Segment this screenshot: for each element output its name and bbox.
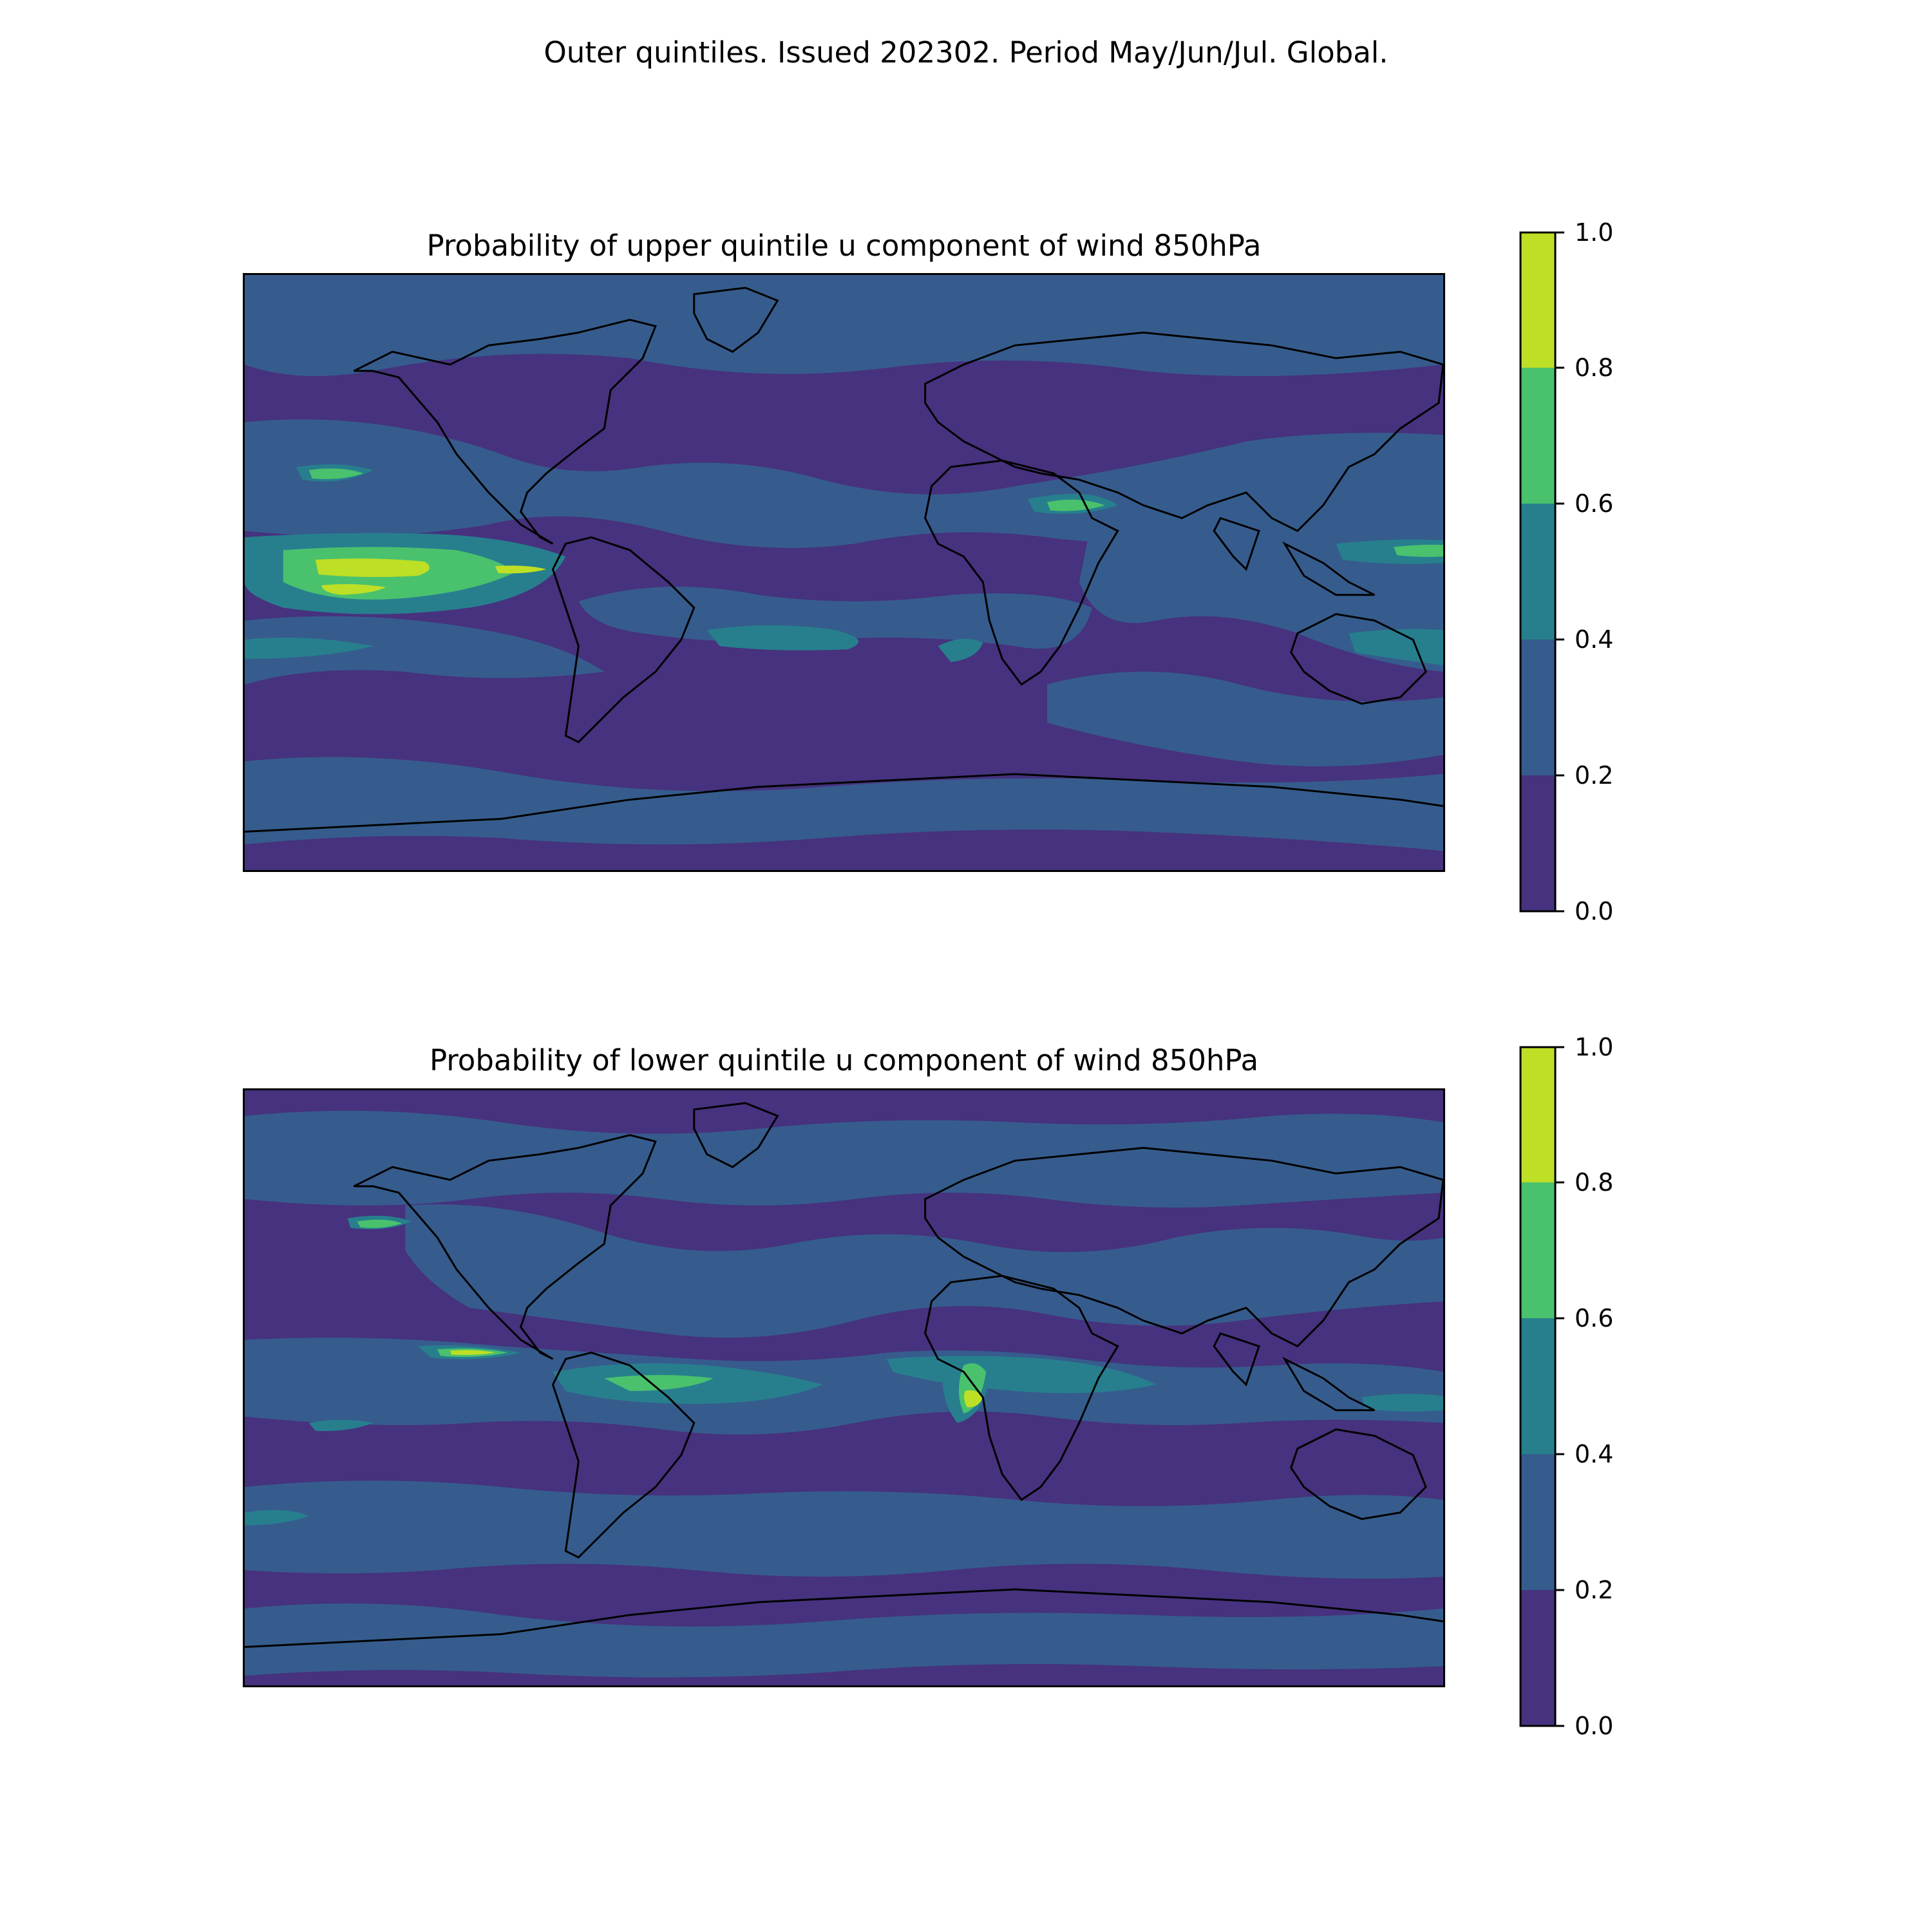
lower-patch-s-pacific	[245, 1510, 309, 1526]
lower-cbar-segment-0	[1520, 1590, 1555, 1726]
lower-cbar-tick-0.4: 0.4	[1575, 1440, 1614, 1468]
lower-band-antarctic	[245, 1603, 1443, 1678]
lower-band-s-mid	[245, 1481, 1443, 1579]
upper-band-arctic	[245, 275, 1443, 376]
upper-cbar-segment-2	[1520, 504, 1555, 639]
upper-cbar-segment-1	[1520, 639, 1555, 775]
lower-cbar-tick-0.0: 0.0	[1575, 1712, 1614, 1740]
upper-patch-s-atlantic	[706, 625, 858, 650]
upper-cbar-segment-4	[1520, 232, 1555, 368]
upper-coast-africa	[924, 459, 1119, 686]
lower-patch-pacific-max	[450, 1350, 495, 1355]
lower-patch-atlantic-green	[604, 1375, 714, 1391]
upper-coast-maritime	[1282, 541, 1376, 596]
lower-coast-africa	[924, 1274, 1119, 1501]
lower-patch-w-pacific	[1361, 1394, 1443, 1412]
upper-patch-ne-pacific-green	[308, 468, 364, 479]
upper-coast-india	[1213, 516, 1260, 571]
upper-cbar-tick-0.2: 0.2	[1575, 761, 1614, 790]
upper-cbar-tick-0.4: 0.4	[1575, 625, 1614, 654]
upper-coast-north-america	[353, 319, 657, 545]
lower-band-arctic	[245, 1110, 1443, 1208]
lower-colorbar-svg	[1519, 1046, 1564, 1727]
upper-patch-w-pacific-green	[1394, 544, 1443, 557]
lower-patch-s-pacific-mid	[308, 1419, 374, 1432]
upper-colorbar	[1519, 231, 1564, 913]
upper-cbar-segment-3	[1520, 368, 1555, 504]
lower-cbar-segment-4	[1520, 1047, 1555, 1182]
upper-band-tropical-east	[1079, 492, 1443, 672]
lower-panel-title: Probability of lower quintile u componen…	[429, 1043, 1259, 1077]
lower-band-tropical	[245, 1338, 1443, 1435]
upper-coast-australia	[1290, 613, 1427, 705]
upper-band-s-atlantic	[578, 587, 1092, 649]
lower-coast-australia	[1290, 1428, 1427, 1520]
upper-quintile-contour-plot	[245, 275, 1443, 851]
upper-coastlines	[245, 287, 1443, 833]
lower-cbar-tick-1.0: 1.0	[1575, 1033, 1614, 1061]
lower-colorbar	[1519, 1046, 1564, 1727]
upper-coast-eurasia	[924, 331, 1443, 533]
lower-coast-greenland	[693, 1102, 779, 1168]
lower-coastlines	[245, 1102, 1443, 1648]
lower-coast-india	[1213, 1332, 1260, 1387]
upper-patch-pacific-core-max-2	[321, 583, 386, 595]
upper-cbar-segment-0	[1520, 775, 1555, 911]
upper-coast-greenland	[693, 287, 779, 353]
upper-patch-arabian-green	[1046, 499, 1105, 511]
lower-probability-fills	[245, 1110, 1443, 1678]
upper-patch-pacific-core-max-1	[315, 558, 430, 578]
lower-patch-ne-pacific-green	[357, 1219, 402, 1228]
lower-coast-antarctica	[245, 1588, 1443, 1648]
upper-panel-title: Probability of upper quintile u componen…	[426, 229, 1262, 263]
upper-cbar-tick-0.8: 0.8	[1575, 354, 1614, 382]
upper-cbar-tick-0.6: 0.6	[1575, 489, 1614, 518]
upper-cbar-tick-1.0: 1.0	[1575, 218, 1614, 247]
lower-coast-maritime	[1282, 1356, 1376, 1412]
upper-band-s-indian	[1046, 672, 1443, 767]
upper-coast-antarctica	[245, 773, 1443, 833]
upper-quintile-map	[243, 273, 1445, 872]
upper-patch-pacific-core-max-3	[495, 565, 547, 574]
lower-coast-north-america	[353, 1134, 657, 1360]
lower-quintile-map	[243, 1088, 1445, 1687]
upper-coast-south-america	[551, 536, 696, 744]
lower-quintile-contour-plot	[245, 1102, 1443, 1678]
lower-patch-africa-max	[963, 1390, 983, 1408]
upper-cbar-tick-0.0: 0.0	[1575, 897, 1614, 925]
upper-band-s-pacific	[245, 616, 605, 685]
lower-cbar-tick-0.8: 0.8	[1575, 1168, 1614, 1197]
upper-patch-s-pacific	[245, 638, 374, 659]
upper-colorbar-svg	[1519, 231, 1564, 913]
lower-coast-south-america	[551, 1351, 696, 1559]
lower-cbar-tick-0.2: 0.2	[1575, 1576, 1614, 1604]
upper-probability-fills	[245, 275, 1443, 851]
lower-cbar-segment-2	[1520, 1318, 1555, 1454]
lower-coast-eurasia	[924, 1146, 1443, 1348]
upper-patch-mozambique	[938, 638, 983, 663]
lower-cbar-segment-3	[1520, 1182, 1555, 1318]
figure-suptitle: Outer quintiles. Issued 202302. Period M…	[544, 35, 1388, 70]
lower-cbar-tick-0.6: 0.6	[1575, 1304, 1614, 1332]
lower-cbar-segment-1	[1520, 1454, 1555, 1590]
lower-band-n-mid	[405, 1204, 1443, 1338]
upper-band-antarctic	[245, 757, 1443, 851]
